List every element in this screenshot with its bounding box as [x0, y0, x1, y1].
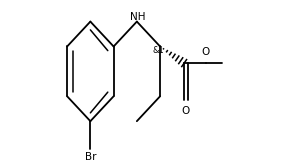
Text: Br: Br — [85, 152, 96, 162]
Text: O: O — [182, 106, 190, 116]
Text: O: O — [202, 47, 210, 57]
Text: NH: NH — [130, 12, 146, 22]
Text: &1: &1 — [153, 46, 164, 55]
